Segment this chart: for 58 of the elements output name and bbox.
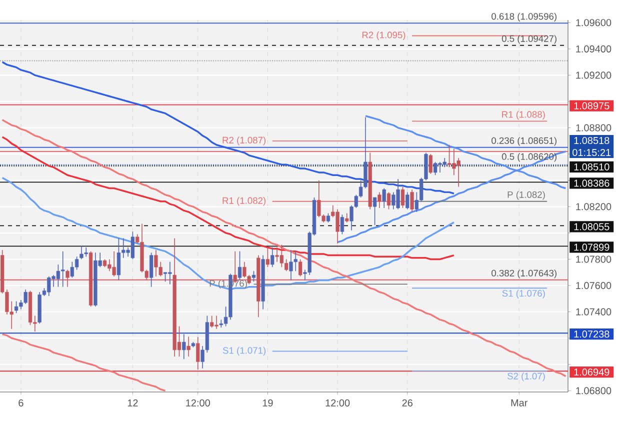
candlestick <box>326 212 330 223</box>
candlestick <box>182 334 186 360</box>
x-tick-label: 26 <box>402 399 412 406</box>
candlestick <box>382 188 386 208</box>
ref-line-label: 1.07899 <box>574 244 610 251</box>
candlestick <box>372 197 377 226</box>
series-label: S1 (1.076) <box>502 290 545 298</box>
candlestick <box>150 252 154 288</box>
x-tick-label: 12:00 <box>326 399 350 406</box>
y-tick-label: 1.07600 <box>576 282 612 290</box>
ref-line-label: 1.07238 <box>574 330 610 338</box>
candlestick <box>66 269 70 288</box>
candlestick <box>270 247 274 268</box>
series-label: S2 (1.07) <box>507 372 545 382</box>
series-label: R2 (1.095) <box>362 31 406 40</box>
y-tick-label: 1.09200 <box>576 72 612 79</box>
candlestick <box>400 186 405 208</box>
ref-line-label: 1.08055 <box>574 223 610 230</box>
x-tick-label: Mar <box>511 399 528 406</box>
candlestick <box>428 154 432 174</box>
x-tick-label: 19 <box>262 399 273 406</box>
y-tick-label: 1.08200 <box>576 203 612 210</box>
series-label: R1 (1.082) <box>222 197 266 206</box>
y-tick-label: 1.09600 <box>576 19 612 26</box>
ref-line-label: 1.06949 <box>574 368 610 376</box>
ref-line-label: 1.08975 <box>574 102 610 110</box>
y-tick-label: 1.08800 <box>576 124 612 132</box>
candlestick <box>298 258 302 277</box>
candlestick <box>378 192 382 208</box>
annotation: 0.382 (1.07643) <box>492 270 556 278</box>
y-tick-label: 1.07800 <box>576 256 612 263</box>
candlestick <box>406 192 410 210</box>
annotation: 0.236 (1.08651) <box>492 137 556 146</box>
x-tick-label: 12 <box>128 399 138 406</box>
x-tick-label: 12:00 <box>186 399 210 406</box>
candlestick <box>196 336 200 370</box>
line-series <box>1 333 166 392</box>
series-label: R2 (1.087) <box>222 136 266 146</box>
annotation: 0.5 (1.09427) <box>502 35 556 44</box>
candlestick <box>186 336 190 357</box>
ref-line-label: 1.08518 01:15:21 <box>572 136 611 156</box>
ref-line-label: 1.08386 <box>574 180 610 187</box>
candlestick <box>252 270 256 282</box>
x-tick-label: 6 <box>18 399 24 406</box>
candlestick <box>410 189 414 212</box>
series-label: P (1.082) <box>508 191 545 200</box>
ref-line-label: 1.08510 <box>574 163 610 170</box>
y-tick-label: 1.07400 <box>576 308 612 316</box>
candlestick <box>345 212 349 223</box>
candlestick <box>340 214 344 235</box>
candlestick <box>386 192 391 210</box>
candlestick <box>266 247 270 268</box>
annotation: 0.618 (1.09596) <box>492 12 556 22</box>
candlestick <box>238 250 242 281</box>
y-tick-label: 1.09400 <box>576 45 612 52</box>
series-label: R1 (1.088) <box>502 110 545 120</box>
y-tick-label: 1.06800 <box>576 387 612 394</box>
series-label: S1 (1.071) <box>222 346 266 356</box>
